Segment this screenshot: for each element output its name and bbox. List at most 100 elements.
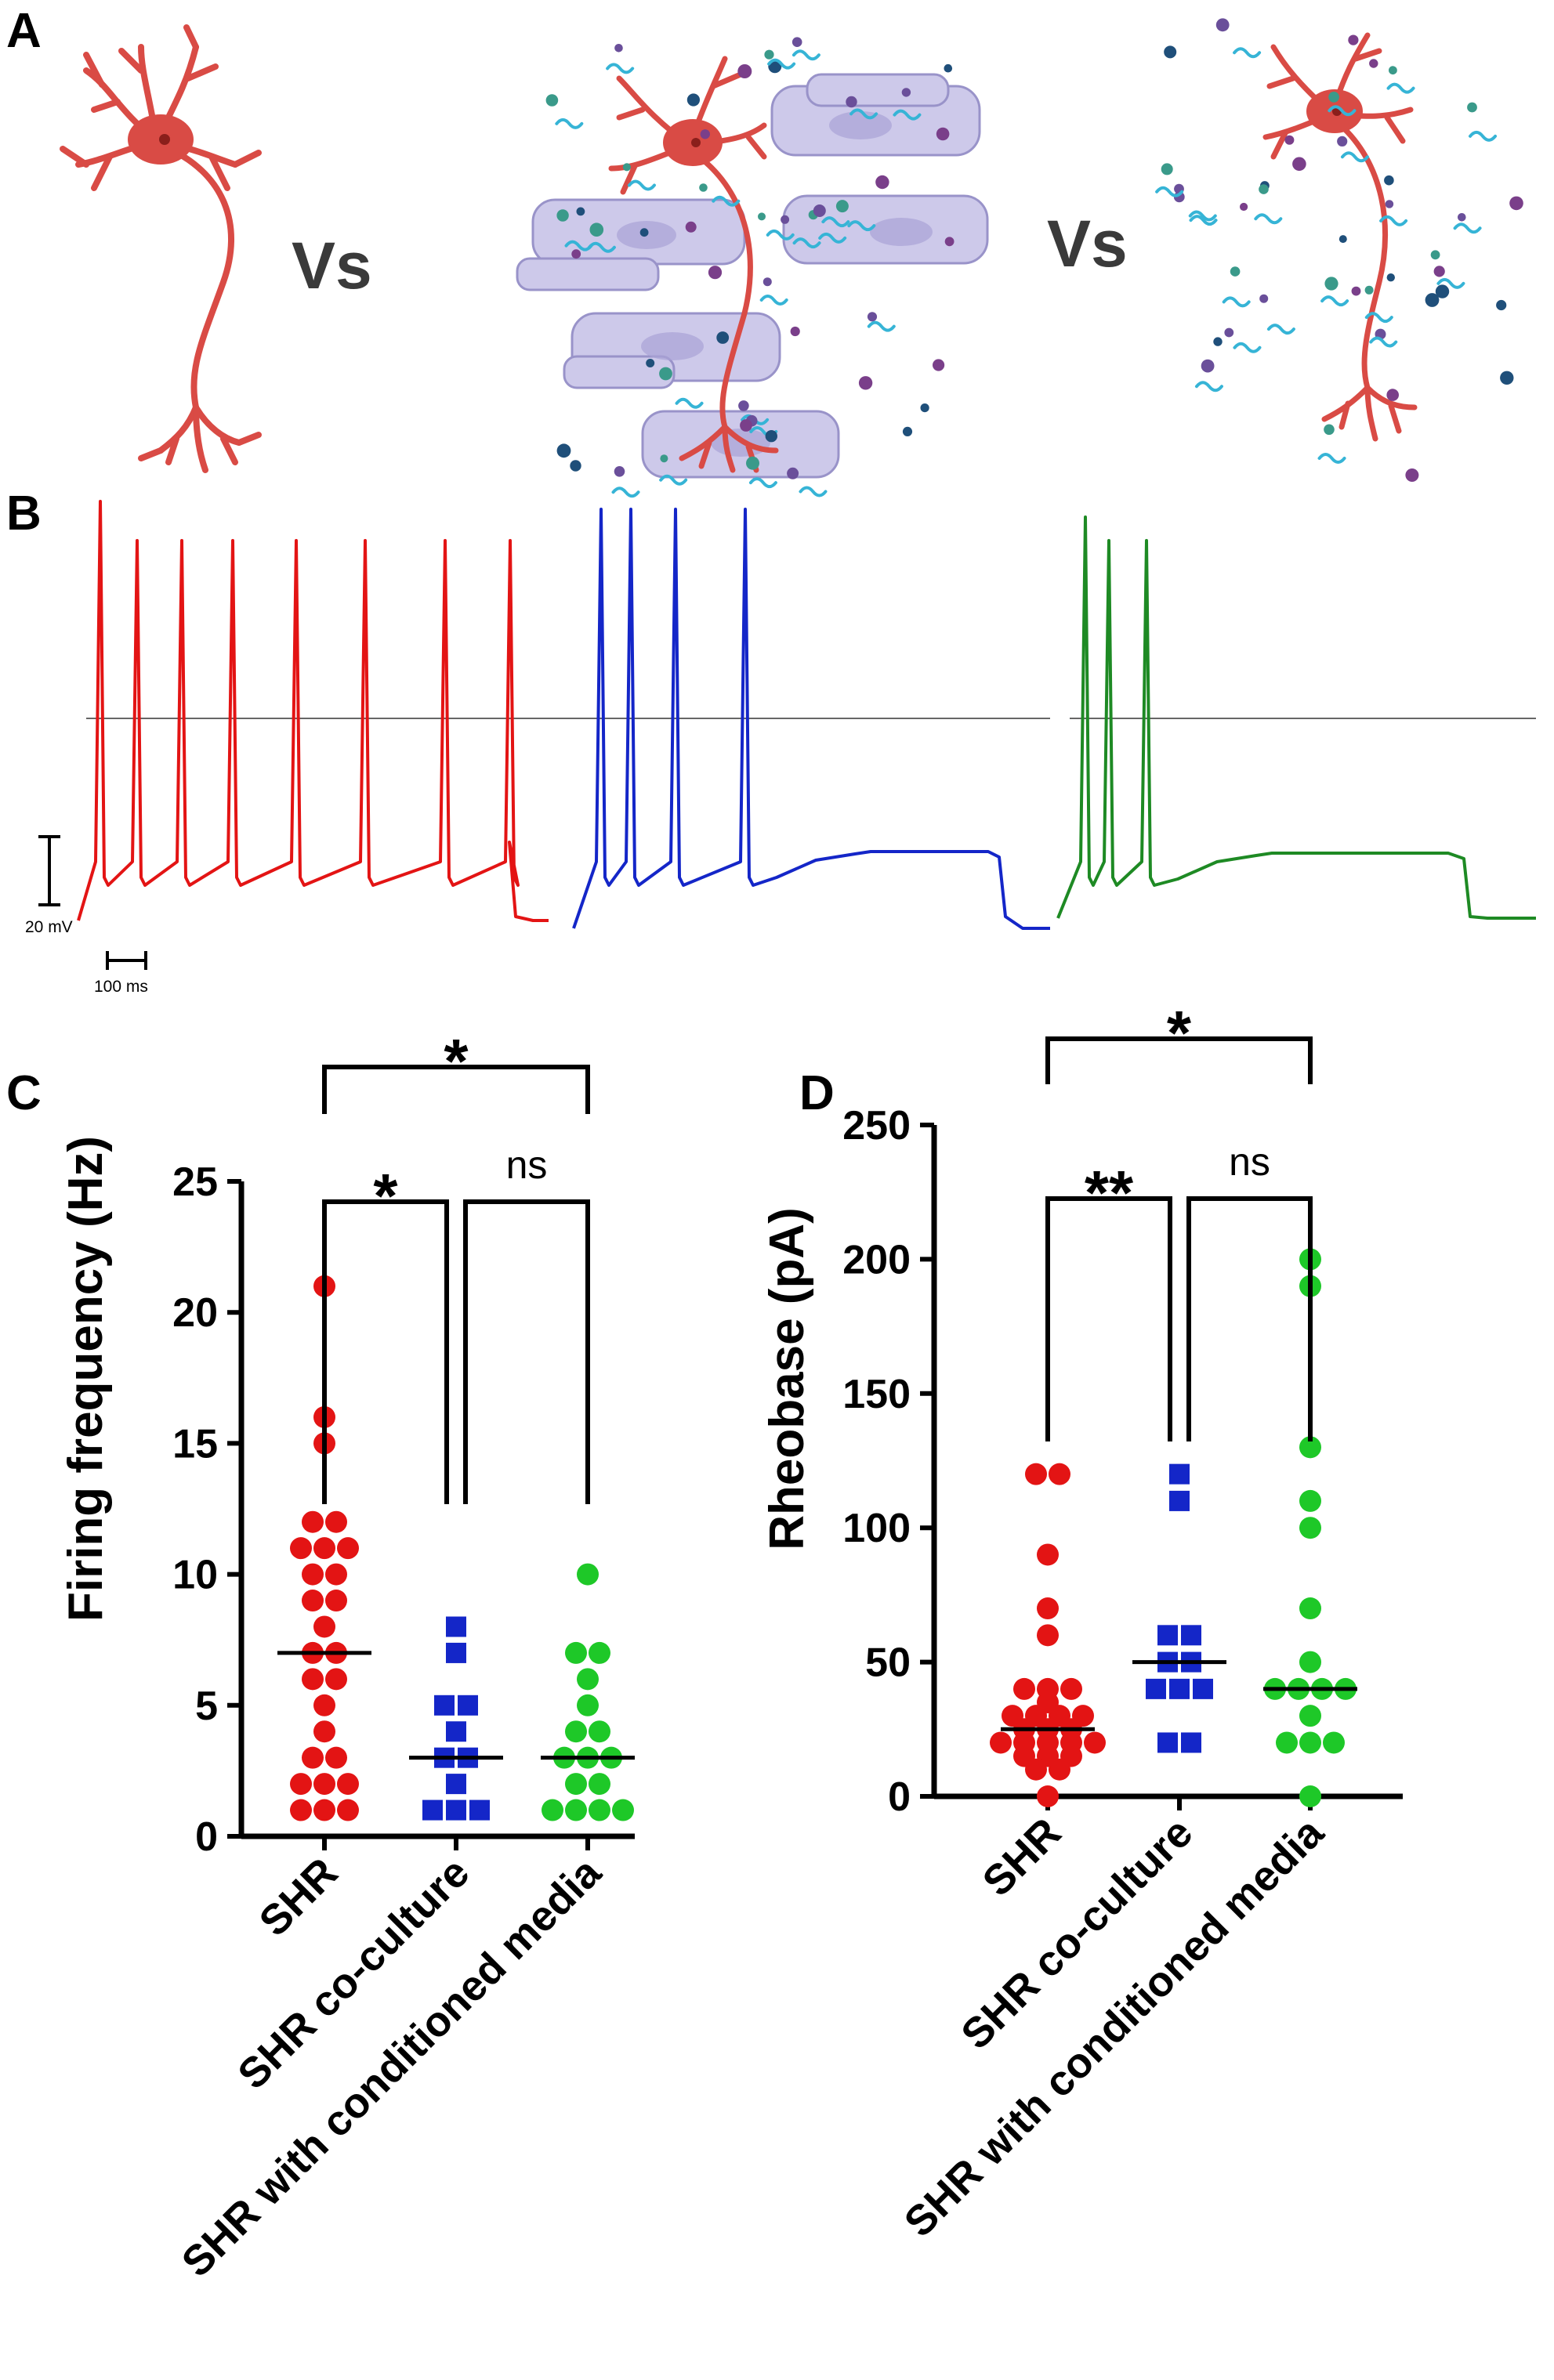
factor-dot <box>646 359 655 367</box>
factor-dot <box>1435 284 1450 298</box>
factor-dot <box>944 63 953 73</box>
y-tick-label: 50 <box>865 1640 911 1686</box>
factor-dot <box>1213 337 1223 346</box>
factor-dot <box>708 266 723 280</box>
factor-dot <box>1259 184 1269 194</box>
data-point <box>302 1668 324 1691</box>
factor-dot <box>545 94 559 107</box>
factor-dot <box>1385 200 1394 208</box>
data-point <box>313 1720 335 1743</box>
data-point <box>1299 1651 1321 1673</box>
factor-squiggle <box>1254 213 1283 225</box>
factor-squiggle <box>792 237 821 249</box>
significance-bracket <box>1045 1196 1172 1441</box>
y-tick-label: 150 <box>842 1372 911 1417</box>
data-point <box>577 1694 599 1716</box>
factor-dot <box>1500 371 1514 385</box>
data-point <box>565 1799 587 1821</box>
factor-squiggle <box>1189 215 1218 226</box>
data-point <box>589 1773 610 1796</box>
neuron-illustration-isolated <box>60 24 262 473</box>
factor-dot <box>763 277 772 287</box>
data-point-square <box>434 1695 455 1716</box>
panel-label-d: D <box>799 1066 835 1120</box>
data-point-square <box>1169 1463 1190 1485</box>
data-point-square <box>1146 1678 1166 1699</box>
data-point <box>1025 1463 1047 1485</box>
factor-dot <box>790 326 800 337</box>
factor-dot <box>758 212 766 221</box>
data-point <box>302 1510 324 1533</box>
factor-squiggle <box>766 229 795 241</box>
factor-squiggle <box>893 109 922 121</box>
factor-dot <box>716 331 730 344</box>
factor-dot <box>835 200 849 213</box>
data-point <box>589 1720 610 1743</box>
voltage-scale-label: 20 mV <box>25 918 73 936</box>
data-point-square <box>458 1695 478 1716</box>
factor-squiggle <box>1188 210 1217 222</box>
y-tick-label: 20 <box>172 1290 218 1336</box>
category-label: SHR co-culture <box>952 1809 1201 2058</box>
factor-squiggle <box>821 216 850 228</box>
factor-dot <box>614 44 623 52</box>
factor-dot <box>901 88 911 97</box>
factor-dot <box>1425 293 1440 307</box>
y-tick-label: 200 <box>842 1237 911 1282</box>
data-point <box>1049 1758 1070 1781</box>
factor-dot <box>936 127 950 141</box>
data-point <box>1276 1731 1298 1754</box>
factor-dot <box>1284 135 1295 145</box>
y-tick-label: 0 <box>888 1774 911 1820</box>
data-point <box>1037 1624 1059 1647</box>
data-point <box>589 1641 610 1664</box>
data-point-square <box>1193 1678 1213 1699</box>
y-axis-label: Firing frequency (Hz) <box>59 1136 113 1622</box>
data-point-square <box>1169 1678 1190 1699</box>
factor-dot <box>571 249 581 259</box>
factor-squiggle <box>1386 82 1415 94</box>
secreted-factors <box>545 18 1523 498</box>
factor-dot <box>787 467 799 479</box>
significance-label: * <box>373 1161 398 1231</box>
data-point <box>337 1537 359 1560</box>
data-point <box>313 1773 335 1796</box>
panel-a: A Vs <box>6 4 1523 498</box>
factor-dot <box>570 460 581 472</box>
significance-label: ns <box>506 1143 548 1187</box>
factor-dot <box>1240 202 1248 212</box>
panel-label-a: A <box>6 4 42 58</box>
factor-dot <box>1430 250 1440 260</box>
factor-squiggle <box>1317 453 1346 464</box>
factor-squiggle <box>1233 47 1262 59</box>
factor-dot <box>746 456 759 470</box>
factor-dot <box>1364 285 1374 295</box>
data-point <box>1037 1543 1059 1566</box>
factor-dot <box>1201 359 1215 373</box>
factor-squiggle <box>1320 295 1349 307</box>
significance-label: * <box>1167 998 1192 1068</box>
factor-dot <box>1467 102 1477 113</box>
data-point <box>1299 1785 1321 1807</box>
factor-dot <box>622 163 632 172</box>
coculture-illustration <box>516 56 989 479</box>
factor-dot <box>685 221 697 233</box>
factor-dot <box>1384 175 1394 186</box>
y-tick-label: 100 <box>842 1506 911 1551</box>
factor-squiggle <box>1436 277 1465 289</box>
factor-dot <box>813 204 826 217</box>
data-point <box>565 1720 587 1743</box>
factor-squiggle <box>564 240 593 251</box>
data-point <box>337 1773 359 1796</box>
factor-squiggle <box>748 477 777 489</box>
significance-label: ns <box>1229 1140 1270 1184</box>
significance-label: ** <box>1085 1158 1134 1228</box>
data-point <box>302 1590 324 1612</box>
data-point <box>313 1615 335 1638</box>
factor-dot <box>791 37 802 47</box>
factor-dot <box>1338 235 1347 244</box>
factor-squiggle <box>1341 151 1369 163</box>
time-scale-bar <box>106 951 147 970</box>
factor-dot <box>1324 277 1338 291</box>
